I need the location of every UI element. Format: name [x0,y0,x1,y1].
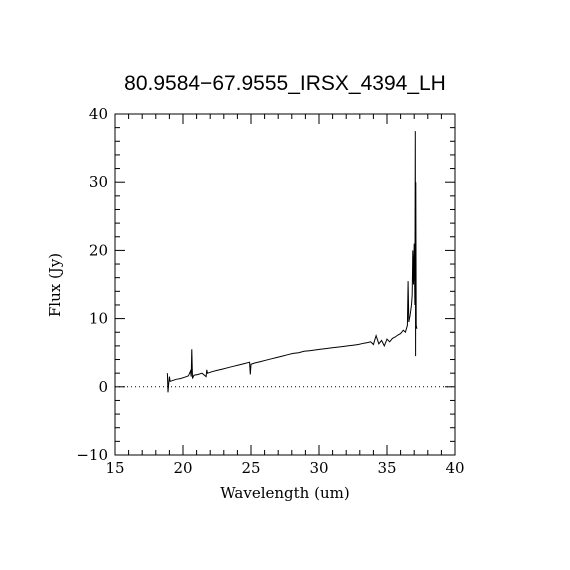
x-axis-label: Wavelength (um) [220,484,349,502]
y-tick-label: 10 [89,310,108,328]
chart-title: 80.9584−67.9555_IRSX_4394_LH [124,72,446,95]
y-axis-ticks: −10 0 10 20 30 40 [76,105,455,464]
x-tick-label: 40 [445,459,464,477]
y-tick-label: 40 [89,105,108,123]
plot-frame [114,113,456,456]
x-axis-ticks: 15 20 25 30 35 40 [105,114,465,477]
x-tick-label: 20 [173,459,192,477]
y-tick-label: 30 [89,173,108,191]
x-tick-label: 35 [377,459,396,477]
x-tick-label: 15 [105,459,124,477]
y-tick-label: 0 [98,378,108,396]
y-tick-label: −10 [76,446,108,464]
x-tick-label: 25 [241,459,260,477]
y-axis-label: Flux (Jy) [46,253,64,317]
y-tick-label: 20 [89,241,108,259]
flux-series-line [166,131,418,393]
x-tick-label: 30 [309,459,328,477]
